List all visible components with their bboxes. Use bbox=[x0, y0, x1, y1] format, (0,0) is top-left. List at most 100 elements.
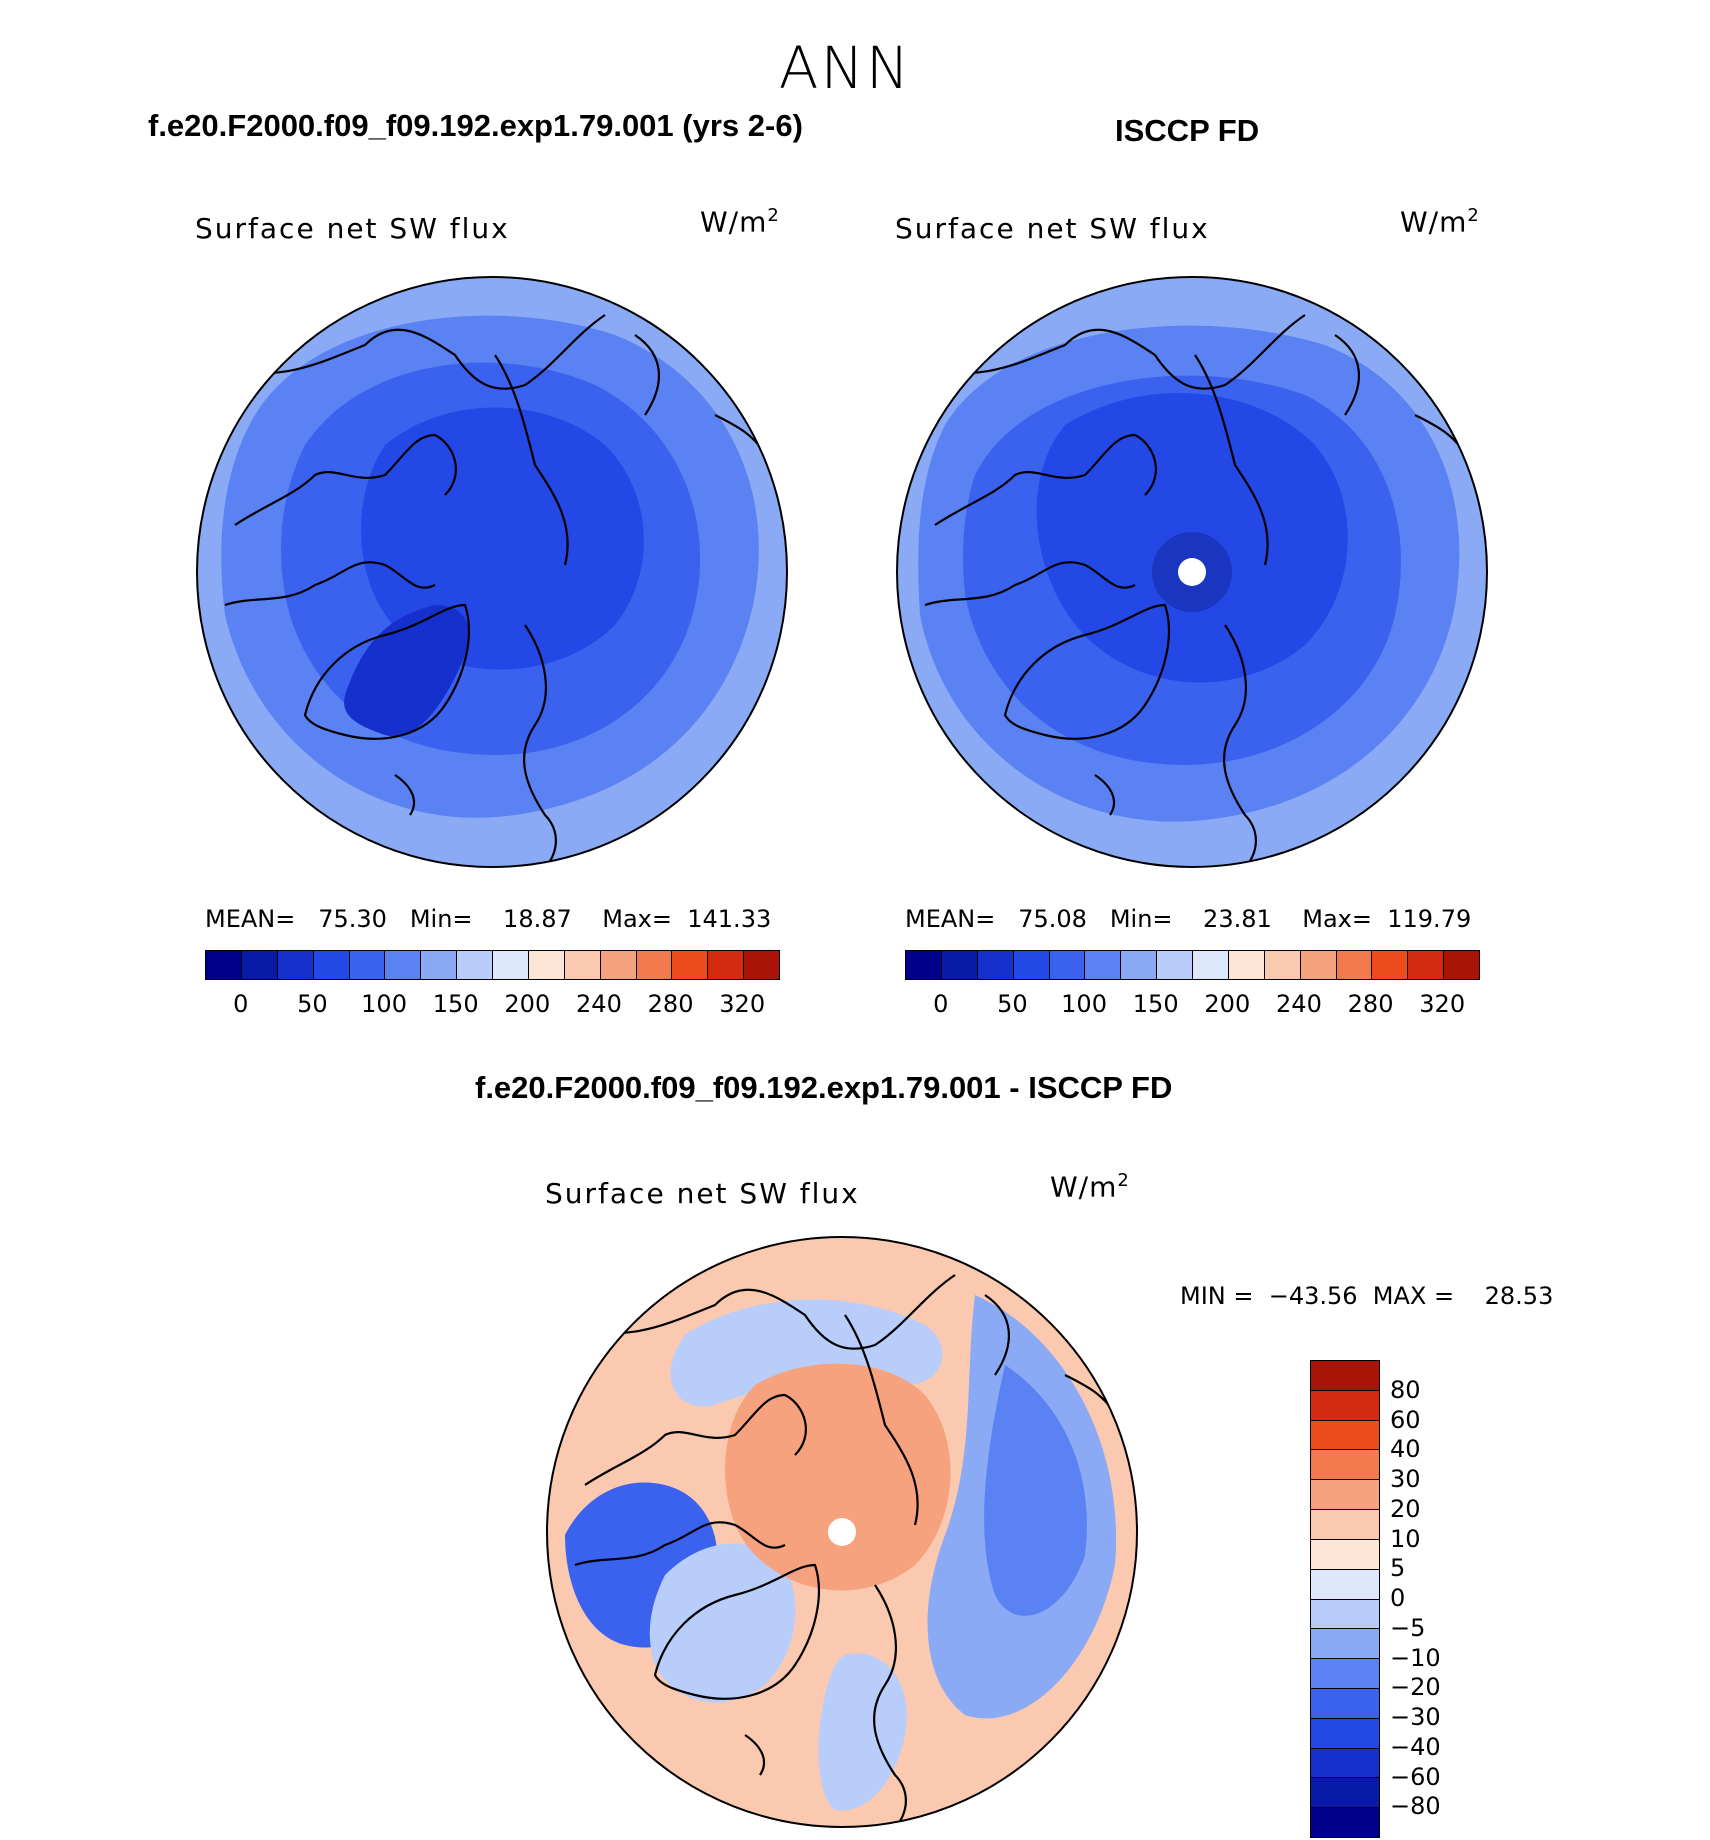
model-colorbar-tick: 200 bbox=[504, 990, 551, 1018]
obs-stats: MEAN= 75.08 Min= 23.81 Max= 119.79 bbox=[905, 905, 1472, 933]
model-stats: MEAN= 75.30 Min= 18.87 Max= 141.33 bbox=[205, 905, 772, 933]
diff-colorbar-swatch bbox=[1311, 1361, 1379, 1391]
model-colorbar-swatch bbox=[672, 951, 709, 979]
diff-units: W/m2 bbox=[1050, 1170, 1130, 1204]
diff-colorbar-swatch bbox=[1311, 1778, 1379, 1809]
diff-colorbar-tick: −20 bbox=[1390, 1673, 1441, 1702]
obs-colorbar-swatch bbox=[1264, 951, 1301, 979]
season-title: ANN bbox=[778, 34, 912, 102]
model-colorbar-swatch bbox=[457, 951, 493, 979]
diff-field-east-strong bbox=[984, 1365, 1087, 1616]
model-colorbar-swatch bbox=[421, 951, 458, 979]
obs-colorbar-swatch bbox=[1300, 951, 1337, 979]
diff-colorbar-swatch bbox=[1311, 1480, 1379, 1511]
diff-colorbar-tick: 80 bbox=[1390, 1375, 1421, 1404]
diff-scandinavia-negative bbox=[818, 1653, 907, 1811]
diff-colorbar-swatch bbox=[1311, 1450, 1379, 1481]
model-colorbar-tick: 50 bbox=[297, 990, 328, 1018]
model-colorbar-tick: 320 bbox=[719, 990, 766, 1018]
model-variable-label: Surface net SW flux bbox=[195, 212, 510, 245]
model-colorbar-swatch bbox=[385, 951, 422, 979]
diff-colorbar-tick: −5 bbox=[1390, 1613, 1426, 1642]
diff-colorbar-tick: 10 bbox=[1390, 1524, 1421, 1553]
model-colorbar-swatch bbox=[744, 951, 779, 979]
obs-colorbar-swatch bbox=[977, 951, 1014, 979]
diff-colorbar-swatch bbox=[1311, 1808, 1379, 1837]
obs-colorbar-swatch bbox=[1372, 951, 1409, 979]
model-colorbar-swatch bbox=[600, 951, 637, 979]
diff-colorbar-tick: 30 bbox=[1390, 1465, 1421, 1493]
model-case-title: f.e20.F2000.f09_f09.192.exp1.79.001 (yrs… bbox=[148, 108, 803, 143]
diff-colorbar bbox=[1310, 1360, 1380, 1838]
diff-colorbar-ticks: 80 60 40 30 20 10 5 0 −5 −10 −20 −30 −40 −60 −80 bbox=[1390, 1360, 1470, 1836]
diff-colorbar-swatch bbox=[1311, 1539, 1379, 1570]
model-polar-map bbox=[196, 276, 788, 868]
model-colorbar-swatch bbox=[528, 951, 565, 979]
diff-colorbar-tick: 0 bbox=[1390, 1584, 1406, 1612]
model-colorbar-swatch bbox=[708, 951, 745, 979]
diff-polar-map bbox=[546, 1236, 1138, 1828]
obs-colorbar-swatch bbox=[906, 951, 942, 979]
obs-colorbar-swatch bbox=[1336, 951, 1373, 979]
model-colorbar-tick: 150 bbox=[432, 990, 479, 1018]
obs-colorbar-tick: 320 bbox=[1419, 990, 1466, 1018]
obs-colorbar-swatch bbox=[1228, 951, 1265, 979]
diff-colorbar-tick: 40 bbox=[1390, 1435, 1421, 1464]
diff-colorbar-tick: −60 bbox=[1390, 1762, 1441, 1791]
model-coastlines bbox=[214, 314, 766, 867]
model-colorbar-swatch bbox=[564, 951, 601, 979]
obs-map-boundary bbox=[896, 276, 1488, 868]
diff-colorbar-swatch bbox=[1311, 1599, 1379, 1630]
obs-colorbar-swatch bbox=[1049, 951, 1086, 979]
obs-case-title: ISCCP FD bbox=[1115, 113, 1260, 148]
diff-colorbar-swatch bbox=[1311, 1688, 1379, 1719]
diff-case-title: f.e20.F2000.f09_f09.192.exp1.79.001 - IS… bbox=[475, 1070, 1173, 1105]
model-units: W/m2 bbox=[700, 205, 780, 239]
diff-colorbar-swatch bbox=[1311, 1569, 1379, 1600]
model-colorbar-tick: 0 bbox=[233, 990, 249, 1018]
diff-colorbar-swatch bbox=[1311, 1659, 1379, 1689]
diff-colorbar-swatch bbox=[1311, 1718, 1379, 1749]
model-colorbar bbox=[205, 950, 780, 980]
obs-colorbar bbox=[905, 950, 1480, 980]
model-colorbar-swatch bbox=[349, 951, 386, 979]
model-map-boundary bbox=[196, 276, 788, 868]
obs-colorbar-swatch bbox=[1157, 951, 1193, 979]
obs-colorbar-swatch bbox=[1408, 951, 1445, 979]
diff-colorbar-swatch bbox=[1311, 1629, 1379, 1660]
obs-colorbar-swatch bbox=[1193, 951, 1229, 979]
diff-arctic-ocean-positive bbox=[725, 1363, 951, 1591]
obs-colorbar-swatch bbox=[1085, 951, 1122, 979]
obs-polar-map bbox=[896, 276, 1488, 868]
model-colorbar-swatch bbox=[493, 951, 529, 979]
obs-variable-label: Surface net SW flux bbox=[895, 212, 1210, 245]
diff-map-boundary bbox=[546, 1236, 1138, 1828]
obs-colorbar-swatch bbox=[1013, 951, 1050, 979]
model-colorbar-swatch bbox=[241, 951, 278, 979]
diff-colorbar-swatch bbox=[1311, 1420, 1379, 1451]
model-colorbar-tick: 280 bbox=[647, 990, 694, 1018]
diff-colorbar-tick: −10 bbox=[1390, 1643, 1441, 1672]
model-colorbar-swatch bbox=[636, 951, 673, 979]
model-colorbar-tick: 240 bbox=[576, 990, 622, 1018]
obs-colorbar-swatch bbox=[1444, 951, 1479, 979]
diff-stats: MIN = −43.56 MAX = 28.53 bbox=[1180, 1282, 1554, 1310]
model-colorbar-swatch bbox=[206, 951, 242, 979]
diff-colorbar-tick: −80 bbox=[1390, 1792, 1441, 1821]
obs-colorbar-tick: 150 bbox=[1132, 990, 1179, 1018]
obs-pole-missing bbox=[1178, 558, 1206, 586]
diff-pole-missing bbox=[828, 1518, 856, 1546]
diff-colorbar-tick: 60 bbox=[1390, 1405, 1421, 1434]
diff-coastlines bbox=[564, 1274, 1116, 1827]
diff-colorbar-tick: −30 bbox=[1390, 1703, 1441, 1731]
obs-colorbar-tick: 280 bbox=[1347, 990, 1394, 1018]
obs-colorbar-tick: 200 bbox=[1204, 990, 1251, 1018]
obs-colorbar-tick: 50 bbox=[997, 990, 1028, 1018]
obs-colorbar-swatch bbox=[941, 951, 978, 979]
model-field-core bbox=[361, 407, 644, 670]
obs-colorbar-tick: 0 bbox=[933, 990, 949, 1018]
obs-units: W/m2 bbox=[1400, 205, 1480, 239]
obs-coastlines bbox=[914, 314, 1466, 867]
diff-greenland-negative bbox=[649, 1543, 796, 1703]
diff-variable-label: Surface net SW flux bbox=[545, 1177, 860, 1210]
